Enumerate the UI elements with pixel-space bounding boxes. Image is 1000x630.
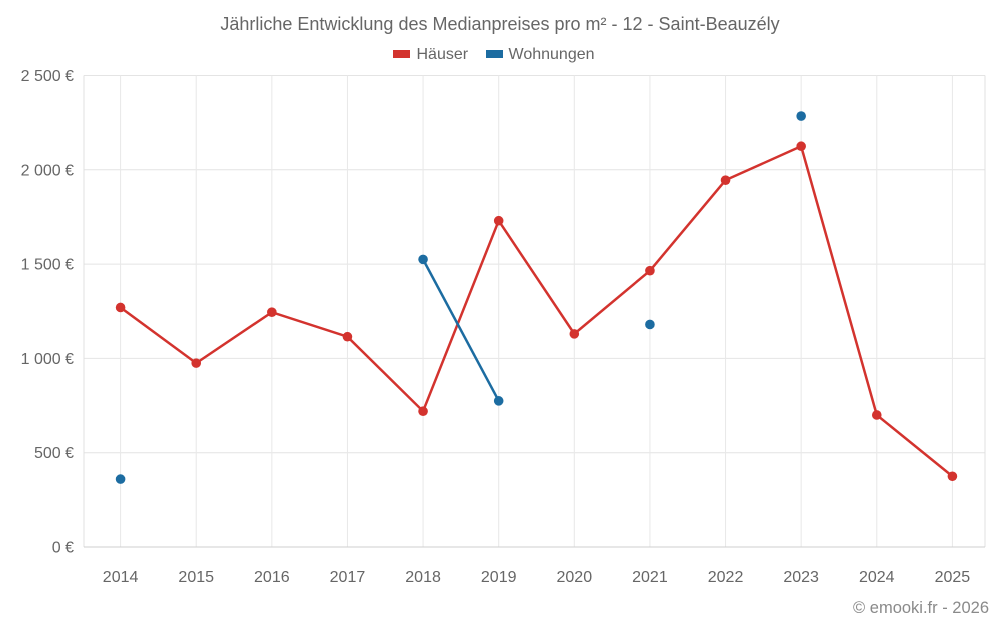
svg-text:1 000 €: 1 000 €: [21, 351, 74, 368]
svg-text:2021: 2021: [632, 569, 668, 586]
svg-text:2023: 2023: [783, 569, 819, 586]
svg-text:2 500 €: 2 500 €: [21, 68, 74, 85]
svg-text:2015: 2015: [178, 569, 214, 586]
svg-text:2019: 2019: [481, 569, 517, 586]
svg-text:2017: 2017: [330, 569, 366, 586]
svg-text:2020: 2020: [557, 569, 593, 586]
svg-text:500 €: 500 €: [34, 445, 74, 462]
svg-text:2 000 €: 2 000 €: [21, 162, 74, 179]
svg-text:1 500 €: 1 500 €: [21, 257, 74, 274]
svg-text:2024: 2024: [859, 569, 895, 586]
svg-text:2018: 2018: [405, 569, 441, 586]
svg-text:2022: 2022: [708, 569, 744, 586]
svg-text:2025: 2025: [935, 569, 971, 586]
svg-text:2016: 2016: [254, 569, 290, 586]
svg-text:0 €: 0 €: [52, 540, 74, 557]
svg-text:2014: 2014: [103, 569, 139, 586]
